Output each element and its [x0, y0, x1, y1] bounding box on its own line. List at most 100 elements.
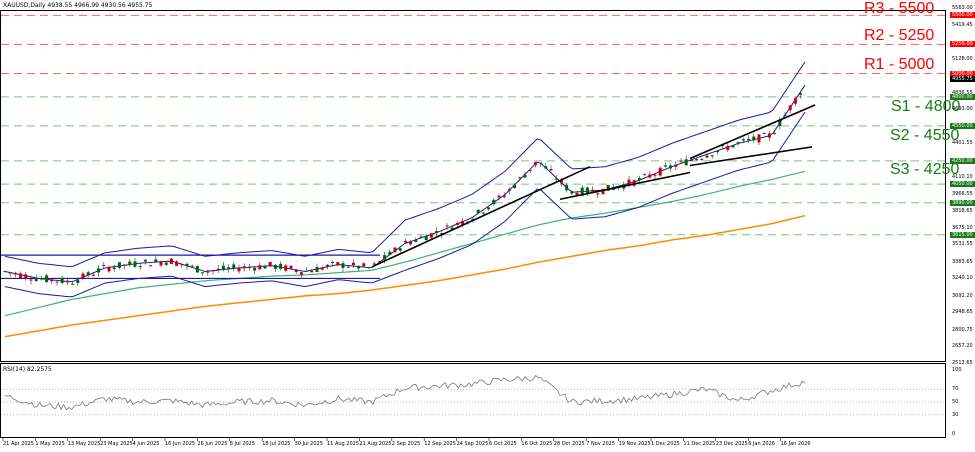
candle: [13, 272, 17, 275]
candle: [580, 187, 584, 196]
y-tick-label: 2948.65: [952, 309, 973, 316]
candle: [726, 145, 730, 150]
candle: [112, 267, 116, 269]
s1-label: S1 - 4800: [891, 98, 961, 115]
rsi-line: [4, 374, 806, 411]
candle: [783, 114, 787, 116]
candle: [102, 264, 106, 266]
x-tick-label: 13 May 2025: [67, 441, 101, 447]
candle: [424, 236, 428, 241]
candle: [388, 251, 392, 256]
candle: [305, 270, 309, 272]
y-tick-label: 2513.65: [952, 360, 973, 366]
y-tick-label: 3675.10: [952, 224, 973, 231]
bollinger-upper: [4, 61, 806, 268]
y-tick-label: 3383.65: [952, 258, 973, 265]
candle: [793, 98, 797, 104]
candle: [663, 165, 667, 167]
x-tick-label: 1 Dec 2025: [651, 441, 680, 447]
x-tick-label: 21 Aug 2025: [359, 441, 392, 447]
x-tick-label: 6 Oct 2025: [489, 441, 517, 447]
candle: [549, 169, 553, 171]
rsi-tick-label: 30: [952, 411, 959, 418]
s3-price-tag: 4250.00: [950, 157, 975, 164]
candle: [294, 270, 298, 272]
candle: [341, 263, 345, 268]
candle: [164, 262, 168, 265]
candle: [429, 233, 433, 238]
y-tick-label: 4836.55: [952, 89, 973, 96]
candle: [450, 227, 454, 230]
s5-price-tag: 3890.00: [950, 199, 975, 206]
candle: [539, 162, 543, 164]
candle: [336, 262, 340, 266]
candle: [357, 265, 361, 269]
candle: [679, 160, 683, 162]
candle: [752, 136, 756, 141]
candle: [71, 283, 75, 285]
x-tick-label: 16 Jan 2026: [780, 441, 811, 447]
candle: [362, 263, 366, 267]
x-tick-label: 23 Dec 2025: [715, 441, 748, 447]
rsi-tick-label: 50: [952, 399, 959, 405]
candle: [310, 270, 314, 273]
candle: [268, 261, 272, 266]
candle: [554, 178, 558, 180]
candle: [455, 222, 459, 225]
candle: [39, 278, 43, 280]
candle: [565, 185, 569, 191]
candle: [195, 265, 199, 273]
trendline: [559, 171, 691, 201]
candle: [372, 263, 376, 265]
candle: [65, 280, 69, 283]
candle: [741, 139, 745, 141]
candle: [201, 272, 205, 274]
candle: [513, 184, 517, 189]
x-tick-label: 23 May 2025: [100, 441, 133, 447]
y-tick-label: 4401.55: [952, 140, 973, 147]
candle: [185, 263, 189, 267]
candle: [585, 187, 589, 194]
candle: [24, 274, 28, 279]
x-tick-label: 7 Nov 2025: [586, 441, 616, 447]
candle: [149, 265, 153, 267]
s4-price-tag: 4050.00: [950, 181, 975, 188]
s1-price-tag: 4800.00: [950, 93, 975, 100]
candle: [497, 195, 501, 198]
candle: [315, 267, 319, 272]
candle: [757, 134, 761, 143]
x-tick-label: 28 Oct 2025: [553, 441, 585, 447]
candle: [190, 265, 194, 267]
x-tick-label: 4 Jun 2025: [132, 441, 160, 447]
candle: [211, 270, 215, 272]
x-tick-label: 6 Jan 2026: [748, 441, 775, 447]
s2-price-tag: 4550.00: [950, 122, 975, 129]
y-tick-label: 3818.65: [952, 208, 973, 215]
candle: [19, 273, 23, 279]
candle: [674, 164, 678, 167]
candle: [695, 159, 699, 161]
x-tick-label: 26 Jun 2025: [197, 441, 228, 447]
s6-price-tag: 3615.00: [950, 231, 975, 238]
candle: [591, 189, 595, 192]
candle: [643, 174, 647, 176]
r2-label: R2 - 5250: [864, 27, 935, 44]
y-tick-label: 5563.00: [952, 5, 973, 11]
candle: [476, 209, 480, 214]
rsi-pane: [0, 363, 946, 438]
candle: [279, 263, 283, 269]
r1-label: R1 - 5000: [864, 56, 935, 73]
candle: [169, 258, 173, 264]
candle: [263, 265, 267, 269]
candle: [237, 268, 241, 272]
candle: [289, 265, 293, 269]
ma-orange-line: [4, 214, 806, 338]
candle: [346, 266, 350, 268]
candle: [55, 281, 59, 283]
x-tick-label: 19 Nov 2025: [618, 441, 651, 447]
candle: [60, 277, 64, 284]
candle: [143, 259, 147, 262]
candle: [710, 155, 714, 157]
candle: [559, 179, 563, 184]
